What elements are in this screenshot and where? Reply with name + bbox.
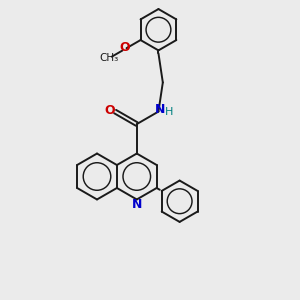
Text: CH₃: CH₃ — [99, 53, 118, 64]
Text: O: O — [119, 41, 130, 54]
Text: O: O — [105, 104, 116, 118]
Text: N: N — [155, 103, 165, 116]
Text: N: N — [132, 198, 142, 211]
Text: H: H — [165, 107, 173, 117]
